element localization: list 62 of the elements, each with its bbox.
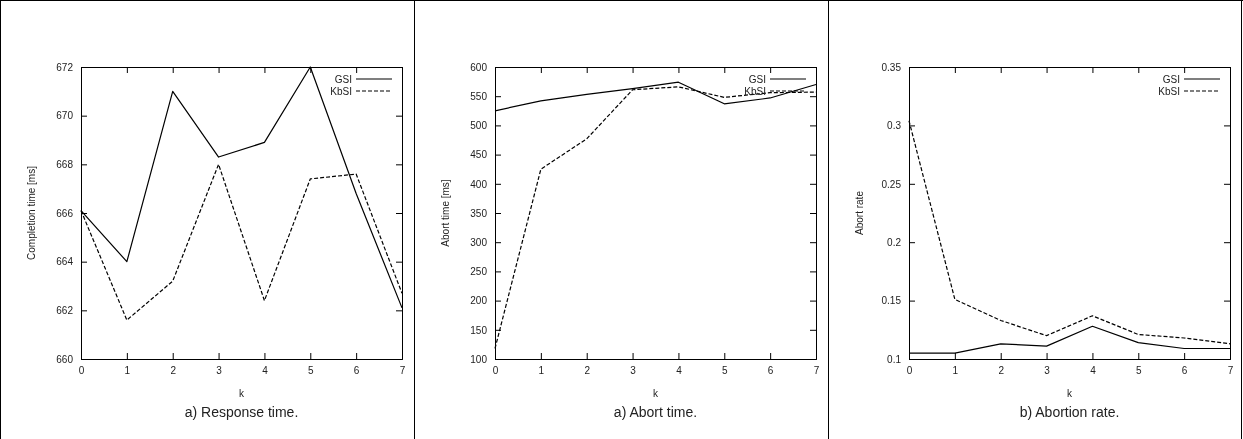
x-axis-title: k bbox=[1067, 388, 1073, 399]
x-tick-label: 2 bbox=[170, 365, 177, 377]
y-tick-label: 350 bbox=[470, 207, 488, 219]
y-tick-label: 0.1 bbox=[887, 353, 902, 365]
y-tick-label: 400 bbox=[470, 178, 488, 190]
y-tick-label: 0.25 bbox=[881, 178, 902, 190]
x-tick-label: 4 bbox=[676, 365, 683, 377]
y-tick-label: 500 bbox=[470, 120, 488, 132]
x-tick-label: 7 bbox=[1227, 365, 1234, 377]
legend-label: GSI bbox=[748, 74, 766, 85]
x-tick-label: 6 bbox=[1181, 365, 1188, 377]
y-axis-title: Abort time [ms] bbox=[440, 179, 451, 247]
x-tick-label: 3 bbox=[630, 365, 637, 377]
x-tick-label: 6 bbox=[353, 365, 360, 377]
legend-label: KbSI bbox=[1158, 86, 1180, 97]
x-axis-title: k bbox=[239, 388, 245, 399]
y-axis-title: Completion time [ms] bbox=[26, 165, 37, 260]
y-tick-label: 250 bbox=[470, 266, 488, 278]
y-tick-label: 0.35 bbox=[881, 61, 902, 73]
x-tick-label: 5 bbox=[1136, 365, 1142, 377]
x-axis-title: k bbox=[653, 388, 659, 399]
x-tick-label: 1 bbox=[538, 365, 545, 377]
y-tick-label: 0.3 bbox=[887, 120, 902, 132]
x-tick-label: 7 bbox=[813, 365, 820, 377]
text: b) Abortion rate. bbox=[1019, 404, 1120, 420]
y-tick-label: 670 bbox=[56, 110, 74, 122]
y-tick-label: 660 bbox=[56, 353, 74, 365]
legend-label: GSI bbox=[1162, 74, 1180, 85]
y-tick-label: 664 bbox=[56, 256, 74, 268]
x-tick-label: 0 bbox=[492, 365, 499, 377]
text: a) Abort time. bbox=[613, 404, 698, 420]
x-tick-label: 5 bbox=[308, 365, 314, 377]
x-tick-label: 4 bbox=[1090, 365, 1097, 377]
x-tick-label: 7 bbox=[399, 365, 406, 377]
y-tick-label: 100 bbox=[470, 353, 488, 365]
legend-label: KbSI bbox=[330, 86, 352, 97]
x-tick-label: 6 bbox=[767, 365, 774, 377]
y-tick-label: 600 bbox=[470, 61, 488, 73]
x-tick-label: 1 bbox=[124, 365, 131, 377]
y-tick-label: 666 bbox=[56, 207, 74, 219]
legend-label: GSI bbox=[334, 74, 352, 85]
x-tick-label: 4 bbox=[262, 365, 269, 377]
y-tick-label: 672 bbox=[56, 61, 74, 73]
y-tick-label: 550 bbox=[470, 90, 488, 102]
y-tick-label: 200 bbox=[470, 295, 488, 307]
y-tick-label: 300 bbox=[470, 236, 488, 248]
x-tick-label: 5 bbox=[722, 365, 728, 377]
x-tick-label: 0 bbox=[78, 365, 85, 377]
y-tick-label: 662 bbox=[56, 305, 74, 317]
y-tick-label: 0.2 bbox=[887, 236, 902, 248]
x-tick-label: 1 bbox=[952, 365, 959, 377]
text: a) Response time. bbox=[184, 404, 299, 420]
x-tick-label: 3 bbox=[216, 365, 223, 377]
x-tick-label: 2 bbox=[584, 365, 591, 377]
y-axis-title: Abort rate bbox=[854, 190, 865, 235]
x-tick-label: 3 bbox=[1044, 365, 1051, 377]
y-tick-label: 0.15 bbox=[881, 295, 902, 307]
x-tick-label: 0 bbox=[906, 365, 913, 377]
y-tick-label: 668 bbox=[56, 159, 74, 171]
y-tick-label: 150 bbox=[470, 324, 488, 336]
y-tick-label: 450 bbox=[470, 149, 488, 161]
x-tick-label: 2 bbox=[998, 365, 1005, 377]
